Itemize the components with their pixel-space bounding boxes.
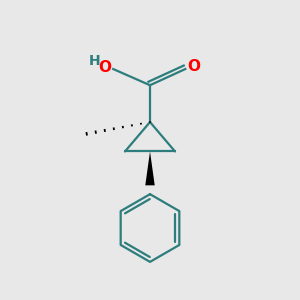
Text: O: O — [98, 60, 112, 75]
Polygon shape — [145, 152, 155, 185]
Text: H: H — [89, 54, 100, 68]
Text: O: O — [187, 59, 200, 74]
